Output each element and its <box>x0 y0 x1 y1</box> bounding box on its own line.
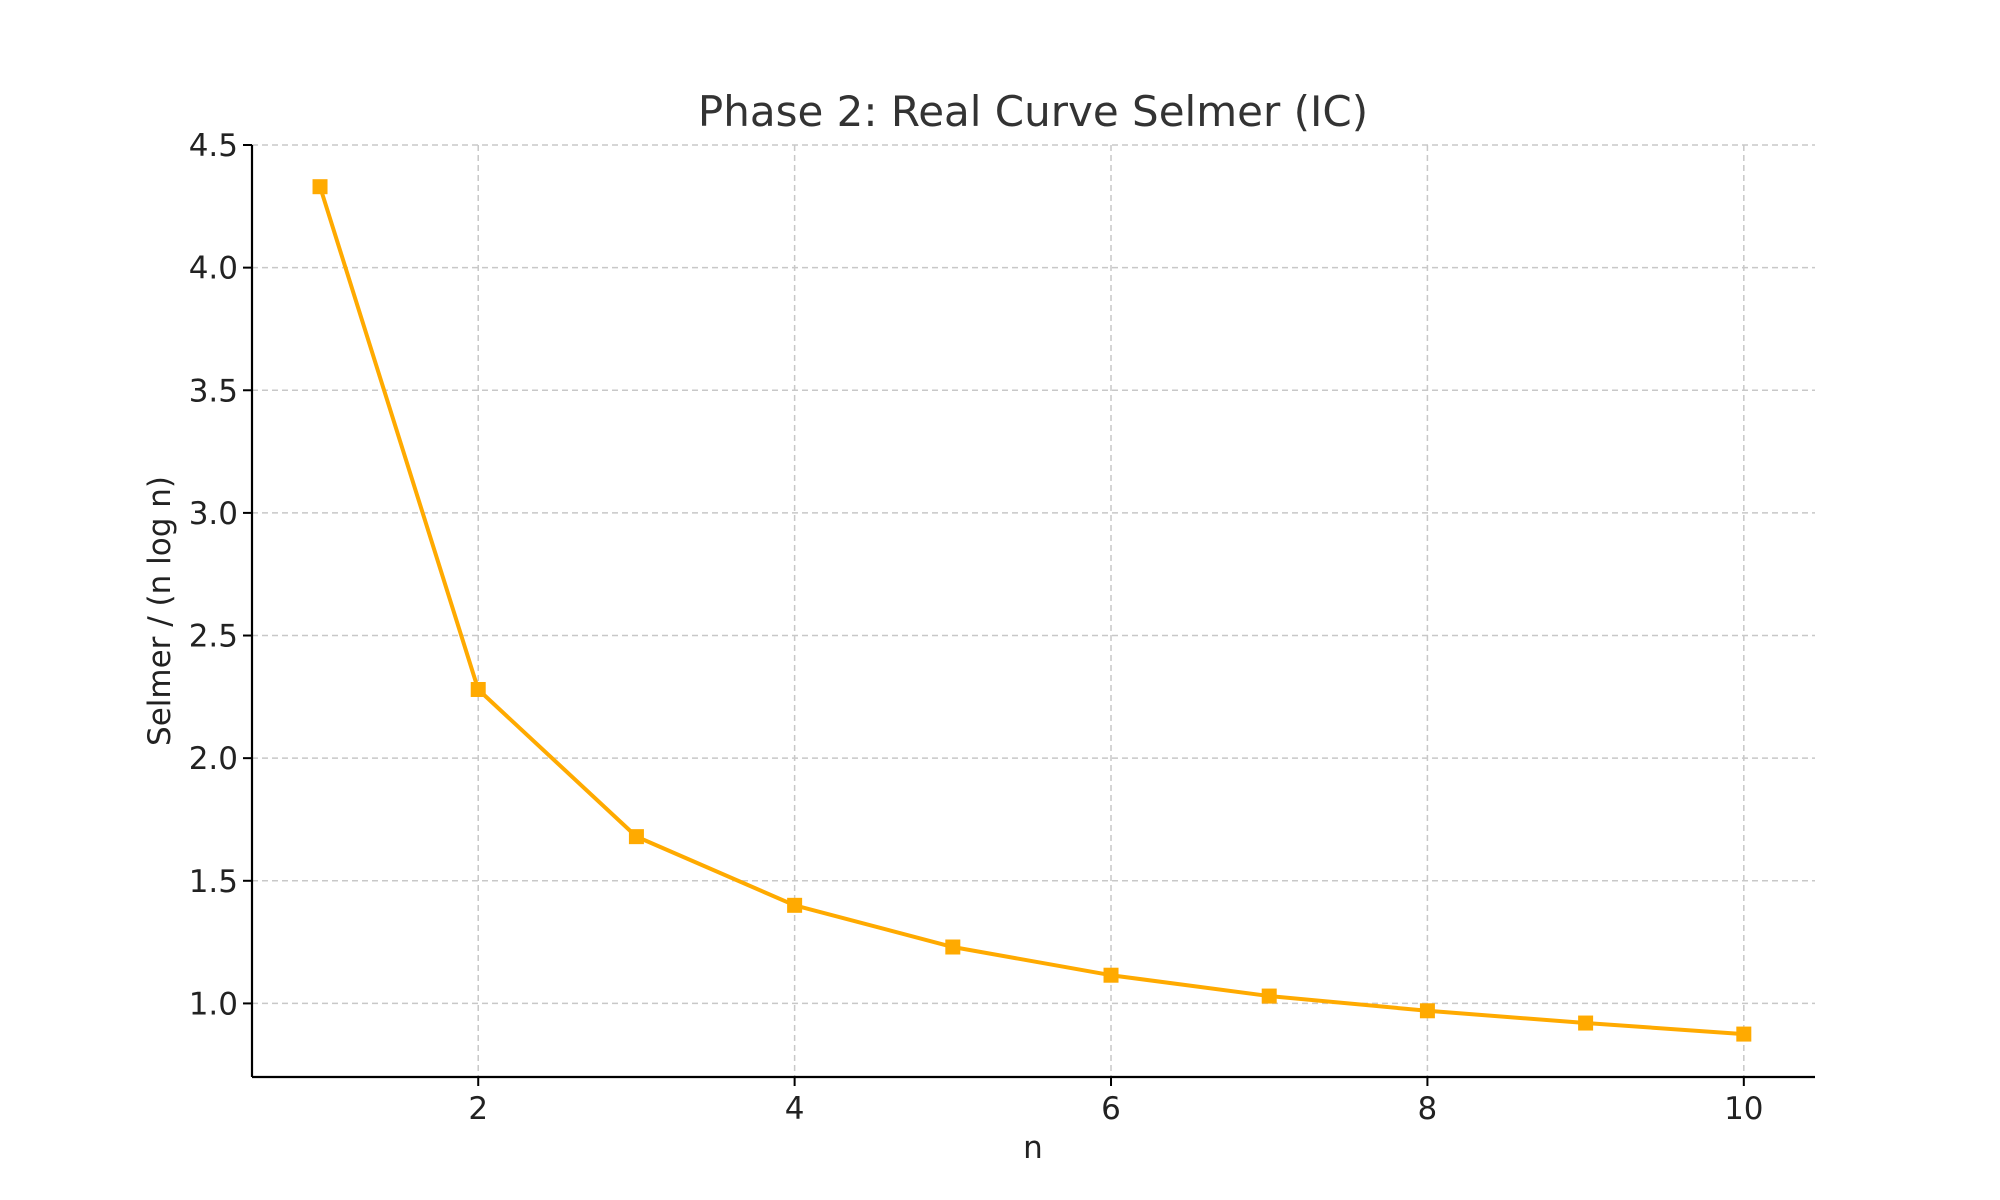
y-axis-label: Selmer / (n log n) <box>142 476 178 746</box>
x-tick-label: 6 <box>1101 1091 1121 1127</box>
chart-title: Phase 2: Real Curve Selmer (IC) <box>698 87 1368 136</box>
y-tick-label: 1.0 <box>189 986 238 1022</box>
data-point-marker <box>312 179 328 195</box>
x-tick-label: 2 <box>468 1091 488 1127</box>
y-tick-label: 2.0 <box>189 741 238 777</box>
data-point-marker <box>1419 1003 1435 1019</box>
data-point-marker <box>787 897 803 913</box>
data-point-marker <box>945 939 961 955</box>
x-ticks: 2 4 6 8 10 <box>468 1077 1764 1127</box>
x-tick-label: 10 <box>1724 1091 1763 1127</box>
y-tick-label: 2.5 <box>189 619 238 655</box>
grid <box>252 144 1815 1077</box>
axes <box>250 145 1815 1079</box>
y-tick-label: 3.0 <box>189 496 238 532</box>
series-line <box>318 186 1744 1037</box>
data-point-marker <box>1261 988 1277 1004</box>
y-tick-label: 4.5 <box>189 128 238 164</box>
data-point-marker <box>628 829 644 845</box>
x-tick-label: 4 <box>785 1091 805 1127</box>
y-tick-label: 4.0 <box>189 251 238 287</box>
y-ticks: 1.0 1.5 2.0 2.5 3.0 3.5 4.0 4.5 <box>189 128 252 1022</box>
data-point-marker <box>1578 1015 1594 1031</box>
y-tick-label: 1.5 <box>189 864 238 900</box>
data-point-marker <box>1103 967 1119 983</box>
y-tick-label: 3.5 <box>189 373 238 409</box>
series-group <box>312 179 1752 1042</box>
x-axis-label: n <box>1023 1130 1043 1166</box>
x-tick-label: 8 <box>1418 1091 1438 1127</box>
data-point-marker <box>470 681 486 697</box>
data-point-marker <box>1736 1026 1752 1042</box>
